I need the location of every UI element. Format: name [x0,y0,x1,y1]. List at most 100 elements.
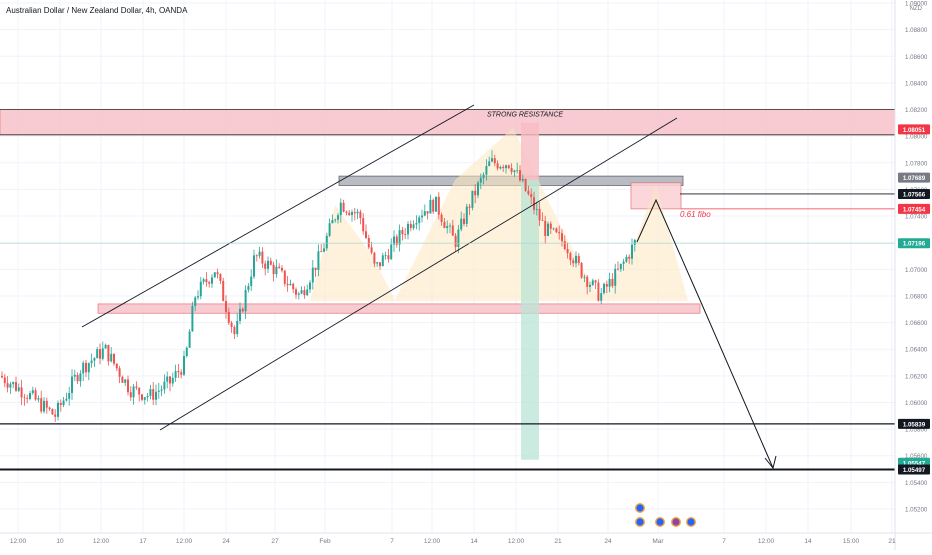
currency-label: NZD [909,6,922,12]
candle [429,194,432,214]
candle [533,191,535,215]
candle-body [395,236,398,245]
annotation-fibo: 0.61 fibo [680,210,711,219]
candle [115,363,118,372]
candle-body [398,230,401,245]
candle [314,267,317,277]
candle [401,227,404,241]
candle-body [325,235,328,249]
candle-body [115,363,118,369]
candle-body [633,239,636,245]
candle-body [569,253,572,261]
x-tick-label: 7 [390,538,394,545]
x-tick-label: 24 [604,538,612,545]
candle-body [393,236,395,245]
candle-body [239,308,241,321]
candle-body [303,290,306,296]
candle-body [591,280,594,285]
candle [407,221,409,240]
candle-body [185,347,188,357]
candle-body [118,368,121,377]
candle-body [547,223,549,236]
candle-body [423,211,426,216]
candle [502,164,505,173]
candle-body [199,281,202,297]
candle [583,274,586,283]
candle-body [367,237,370,248]
candle-body [351,212,353,216]
candle [233,325,236,340]
candle [138,387,141,402]
candle-body [3,377,6,384]
candle-body [471,190,474,208]
annotation-strong-resistance: STRONG RESISTANCE [487,112,563,119]
candle [421,209,423,223]
candle-body [331,220,334,224]
candle-body [29,393,31,399]
candle [272,261,275,282]
candle [73,369,76,382]
candle-body [51,409,54,415]
candle-body [549,223,552,229]
candle [283,270,286,287]
candles [1,150,636,422]
candle [337,213,339,224]
candle-body [594,280,597,283]
candle-body [460,218,463,230]
candle [409,220,412,232]
candle [552,227,555,231]
drawings: STRONG RESISTANCE 0.61 fibo [0,104,895,527]
candle [339,198,342,223]
candle [90,353,93,368]
candle [345,210,348,216]
candle [166,371,169,389]
candle [334,218,337,223]
candle [31,386,34,395]
bar-risk [521,122,539,181]
candle-body [188,331,191,348]
candle-body [141,394,143,400]
candle [535,201,538,216]
candle [482,172,485,185]
candle-body [6,383,9,388]
candle [93,357,96,367]
candle-body [589,284,591,287]
candle [457,224,460,254]
candle-body [474,190,477,196]
event-icon-inner [636,518,644,526]
candle-body [479,177,482,183]
candle-body [370,247,373,253]
x-tick-label: 12:00 [758,538,775,545]
candle-body [314,267,317,271]
candle [62,397,65,408]
candle [586,274,589,295]
candle-body [384,255,387,257]
candle-body [292,283,295,290]
candle-body [426,211,429,214]
candle [15,376,17,392]
candle-body [339,202,342,216]
candle [435,196,437,212]
y-tick-label: 1.05400 [905,480,928,487]
price-tag: 1.07566 [898,188,930,199]
candle [628,254,631,264]
candle [619,263,622,272]
candle-body [468,206,471,208]
x-tick-label: Mar [652,538,664,545]
candle-body [527,190,530,195]
candle [465,203,468,228]
candle [451,219,454,236]
candle [132,383,135,405]
candle [253,249,255,279]
candle-body [437,196,440,215]
candle [124,378,127,387]
candle-body [253,255,255,277]
candle [491,150,493,163]
candle [393,230,395,252]
candle [390,238,393,260]
candle-body [155,391,157,400]
candle-body [65,398,68,401]
price-tag-box [898,172,930,183]
